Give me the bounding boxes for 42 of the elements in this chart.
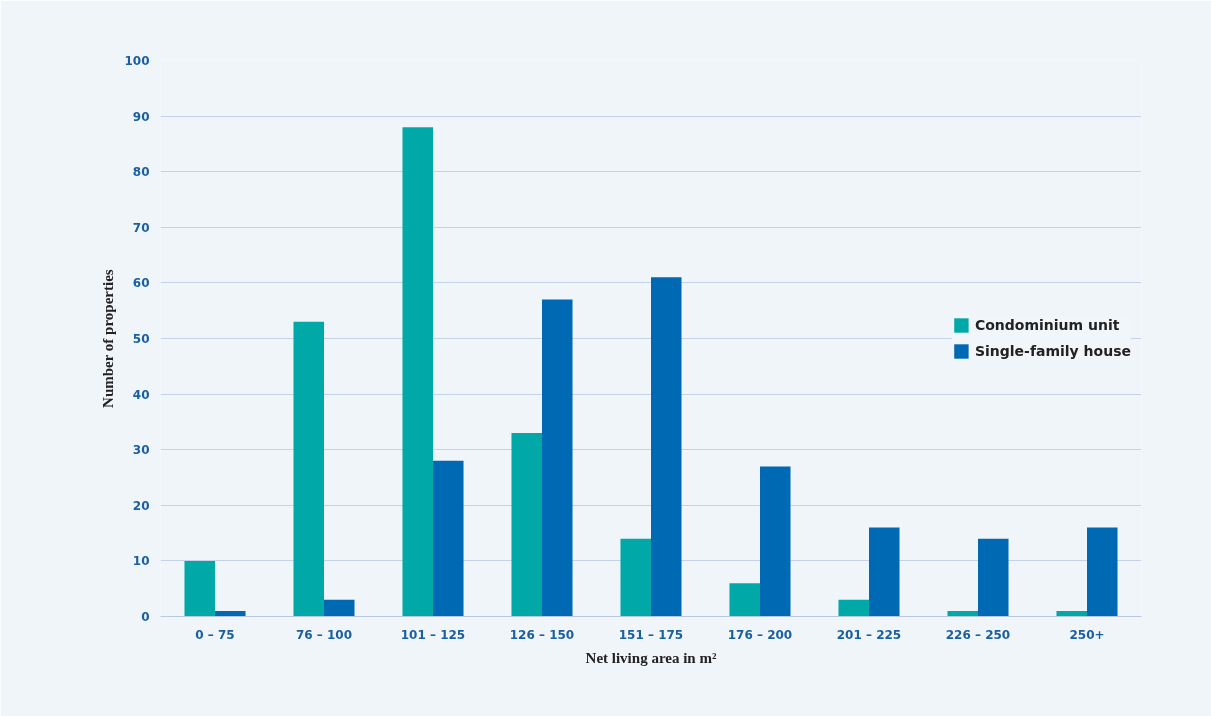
x-tick-label: 226 – 250 — [945, 627, 1011, 642]
bar — [729, 583, 760, 617]
legend-label: Condominium unit — [974, 317, 1120, 333]
y-tick-label: 10 — [132, 554, 150, 569]
bar — [215, 610, 246, 617]
bar — [869, 527, 900, 617]
y-axis-title: Number of properties — [100, 269, 117, 408]
bar — [184, 560, 215, 617]
y-tick-label: 90 — [132, 109, 150, 124]
bar — [324, 599, 355, 617]
x-tick-label: 126 – 150 — [509, 627, 575, 642]
bar — [433, 460, 464, 617]
bar — [620, 538, 651, 617]
y-tick-label: 100 — [124, 54, 150, 68]
bar — [293, 321, 324, 617]
bar — [1087, 527, 1118, 617]
bar — [838, 599, 869, 617]
y-tick-label: 80 — [132, 165, 150, 180]
bar — [1056, 610, 1087, 617]
bar — [542, 299, 573, 617]
x-axis-title: Net living area in m² — [585, 649, 717, 666]
x-tick-label: 250+ — [1069, 627, 1105, 642]
y-tick-label: 20 — [132, 498, 150, 513]
x-tick-label: 0 – 75 — [195, 627, 235, 642]
bar — [511, 433, 542, 617]
y-tick-label: 40 — [132, 387, 150, 402]
x-tick-label: 201 – 225 — [836, 627, 902, 642]
x-tick-label: 76 – 100 — [295, 627, 353, 642]
x-tick-label: 101 – 125 — [400, 627, 466, 642]
bar — [402, 127, 433, 617]
y-tick-label: 60 — [132, 276, 150, 291]
bar — [760, 466, 791, 617]
y-tick-label: 70 — [132, 220, 150, 235]
x-tick-label: 176 – 200 — [727, 627, 793, 642]
bar — [978, 538, 1009, 617]
y-tick-label: 0 — [141, 610, 150, 624]
y-tick-label: 30 — [132, 443, 150, 458]
x-tick-label: 151 – 175 — [618, 627, 684, 642]
legend-label: Single-family house — [974, 343, 1131, 359]
y-tick-label: 50 — [132, 332, 150, 346]
bar — [947, 610, 978, 617]
bar — [651, 277, 682, 617]
